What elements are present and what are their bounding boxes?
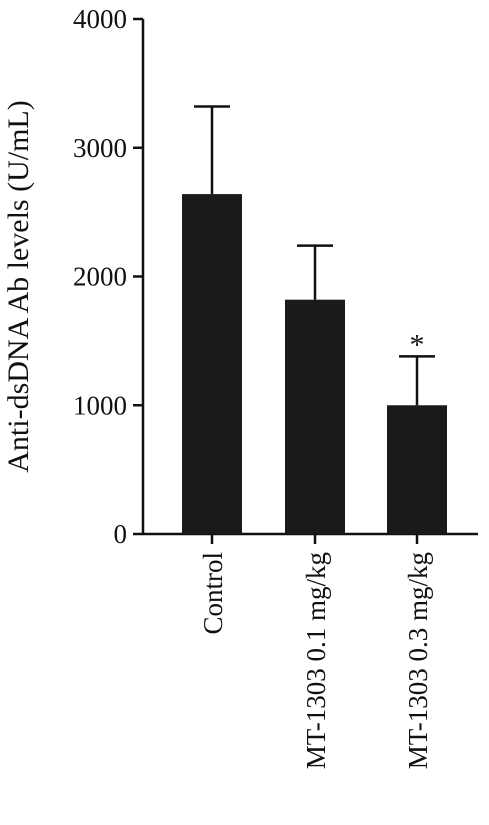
x-axis: Control MT-1303 0.1 mg/kg MT-1303 0.3 mg/k… (143, 532, 478, 769)
y-tick-label: 4000 (73, 4, 127, 34)
y-axis: 0 1000 2000 3000 4000 Anti-dsDNA Ab levels (… (2, 4, 145, 549)
y-ticks: 0 1000 2000 3000 4000 (73, 4, 143, 549)
y-axis-title: Anti-dsDNA Ab levels (U/mL) (2, 100, 35, 472)
x-ticks: Control MT-1303 0.1 mg/kg MT-1303 0.3 mg/k… (198, 534, 433, 769)
bar (182, 194, 242, 534)
y-tick-label: 3000 (73, 133, 127, 163)
significance-marker: * (410, 328, 425, 361)
x-tick-label: MT-1303 0.3 mg/kg (403, 552, 433, 769)
bars (182, 194, 447, 534)
annotations: * (410, 328, 425, 361)
bar (387, 405, 447, 534)
x-tick-label: MT-1303 0.1 mg/kg (301, 552, 331, 769)
y-tick-label: 1000 (73, 390, 127, 420)
error-bars (194, 105, 435, 406)
y-tick-label: 2000 (73, 262, 127, 292)
bar (285, 299, 345, 534)
x-tick-label: Control (198, 552, 228, 635)
y-tick-label: 0 (114, 519, 128, 549)
